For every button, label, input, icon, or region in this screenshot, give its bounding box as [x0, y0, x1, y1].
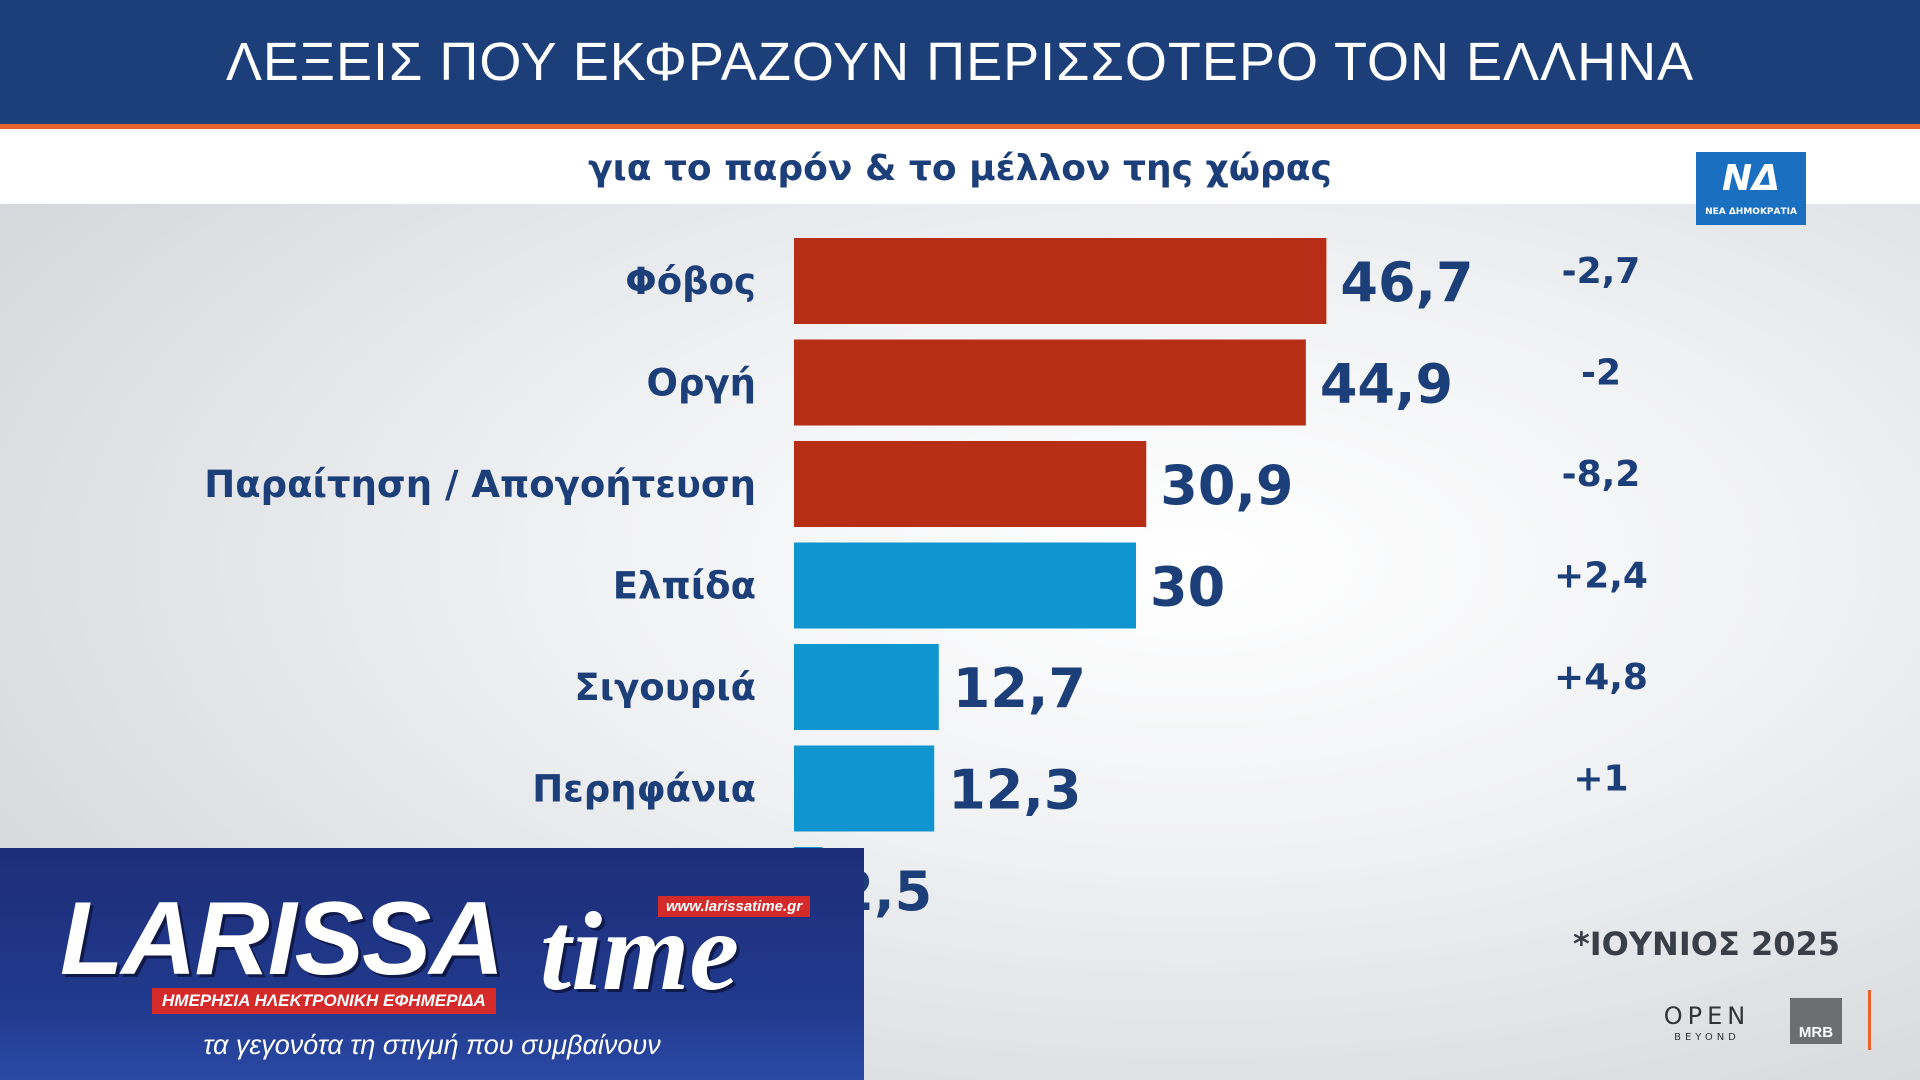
change-label-3: +2,4	[1554, 556, 1648, 597]
survey-date: *ΙΟΥΝΙΟΣ 2025	[1573, 925, 1840, 963]
value-label-4: 12,7	[953, 657, 1086, 720]
watermark-url: www.larissatime.gr	[658, 896, 811, 917]
watermark-tagline: τα γεγονότα τη στιγμή που συμβαίνουν	[203, 1030, 661, 1060]
change-label-0: -2,7	[1562, 251, 1641, 292]
watermark-strap: ΗΜΕΡΗΣΙΑ ΗΛΕΚΤΡΟΝΙΚΗ ΕΦΗΜΕΡΙΔΑ	[152, 988, 496, 1014]
value-label-2: 30,9	[1160, 454, 1293, 517]
chart-subtitle: για το παρόν & το μέλλον της χώρας	[588, 148, 1332, 189]
bar-2	[794, 441, 1147, 527]
value-label-3: 30	[1150, 556, 1225, 619]
bar-5	[794, 745, 935, 832]
value-label-5: 12,3	[948, 759, 1081, 822]
bar-0	[794, 238, 1327, 324]
open-logo-sub: BEYOND	[1674, 1032, 1740, 1043]
mrb-logo: MRB	[1790, 998, 1842, 1044]
orange-divider	[0, 124, 1920, 129]
value-label-0: 46,7	[1340, 251, 1473, 314]
category-label-5: Περηφάνια	[532, 768, 756, 811]
category-label-3: Ελπίδα	[613, 565, 756, 608]
mrb-logo-text: MRB	[1798, 1024, 1834, 1041]
change-label-4: +4,8	[1554, 657, 1648, 698]
bar-3	[794, 542, 1136, 629]
category-label-2: Παραίτηση / Απογοήτευση	[204, 463, 756, 506]
chart-title: ΛΕΞΕΙΣ ΠΟΥ ΕΚΦΡΑΖΟΥΝ ΠΕΡΙΣΣΟΤΕΡΟ ΤΟΝ ΕΛΛ…	[225, 32, 1695, 92]
bar-4	[794, 644, 939, 730]
change-label-5: +1	[1573, 759, 1628, 800]
watermark-logo: LARISSA time www.larissatime.gr ΗΜΕΡΗΣΙΑ…	[50, 880, 830, 1030]
header-bar	[0, 0, 1920, 124]
category-label-1: Οργή	[647, 362, 756, 405]
change-label-1: -2	[1581, 353, 1621, 394]
subtitle-bar	[0, 129, 1920, 204]
open-tv-logo: OPEN BEYOND	[1652, 1002, 1762, 1043]
watermark-brand: LARISSA	[60, 881, 504, 997]
change-label-2: -8,2	[1562, 454, 1641, 495]
category-label-4: Σιγουριά	[574, 666, 756, 709]
party-logo: ΝΔ ΝΕΑ ΔΗΜΟΚΡΑΤΙΑ	[1696, 152, 1806, 225]
bar-1	[794, 339, 1306, 426]
value-label-1: 44,9	[1320, 353, 1453, 416]
open-logo-text: OPEN	[1663, 1002, 1751, 1030]
mrb-accent-line	[1868, 990, 1871, 1050]
category-label-0: Φόβος	[625, 260, 756, 303]
party-logo-mark: ΝΔ	[1722, 158, 1780, 199]
watermark-banner	[0, 848, 864, 1080]
party-logo-text: ΝΕΑ ΔΗΜΟΚΡΑΤΙΑ	[1705, 207, 1797, 217]
